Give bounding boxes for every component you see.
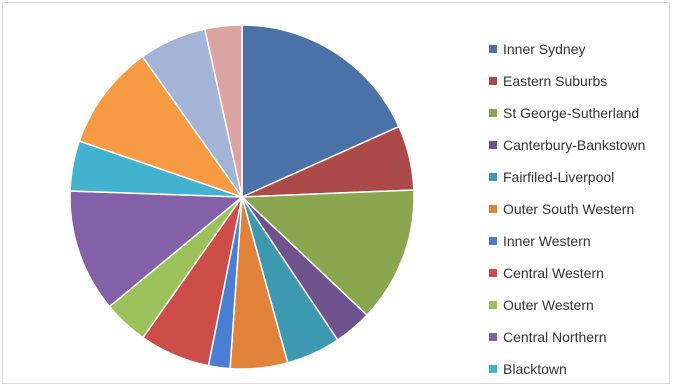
legend-item: St George-Sutherland xyxy=(489,97,645,129)
legend-label: Inner Western xyxy=(503,233,591,249)
legend-swatch xyxy=(489,237,497,245)
legend-item: Central Western xyxy=(489,257,645,289)
legend-swatch xyxy=(489,109,497,117)
pie-slice-12 xyxy=(78,55,244,199)
legend-swatch xyxy=(489,45,497,53)
pie-slice-1 xyxy=(241,24,400,199)
legend-label: Inner Sydney xyxy=(503,41,586,57)
legend-label: Outer Western xyxy=(503,297,594,313)
legend-item: Blacktown xyxy=(489,353,645,385)
legend-swatch xyxy=(489,77,497,85)
legend-label: St George-Sutherland xyxy=(503,105,640,121)
pie-slice-10 xyxy=(69,190,245,308)
legend-label: Outer South Western xyxy=(503,201,635,217)
legend-item: Inner Western xyxy=(489,225,645,257)
legend-label: Blacktown xyxy=(503,361,567,377)
chart-area: Inner Sydney Eastern Suburbs St George-Sut… xyxy=(2,2,670,384)
legend-label: Canterbury-Bankstown xyxy=(503,137,646,153)
legend-swatch xyxy=(489,269,497,277)
legend-item: Eastern Suburbs xyxy=(489,65,645,97)
legend: Inner Sydney Eastern Suburbs St George-Sut… xyxy=(489,33,645,385)
legend-swatch xyxy=(489,173,497,181)
legend-swatch xyxy=(489,365,497,373)
legend-swatch xyxy=(489,333,497,341)
legend-item: Canterbury-Bankstown xyxy=(489,129,645,161)
legend-label: Eastern Suburbs xyxy=(503,73,608,89)
legend-label: Central Northern xyxy=(503,329,607,345)
pie-slices xyxy=(69,24,415,370)
legend-item: Central Northern xyxy=(489,321,645,353)
legend-item: Outer South Western xyxy=(489,193,645,225)
legend-label: Central Western xyxy=(503,265,604,281)
legend-item: Outer Western xyxy=(489,289,645,321)
legend-swatch xyxy=(489,301,497,309)
pie-slice-14 xyxy=(203,24,243,198)
pie-chart xyxy=(69,24,415,370)
pie-slice-3 xyxy=(240,189,415,317)
legend-item: Fairfiled-Liverpool xyxy=(489,161,645,193)
legend-label: Fairfiled-Liverpool xyxy=(503,169,615,185)
legend-swatch xyxy=(489,205,497,213)
legend-swatch xyxy=(489,141,497,149)
legend-item: Inner Sydney xyxy=(489,33,645,65)
